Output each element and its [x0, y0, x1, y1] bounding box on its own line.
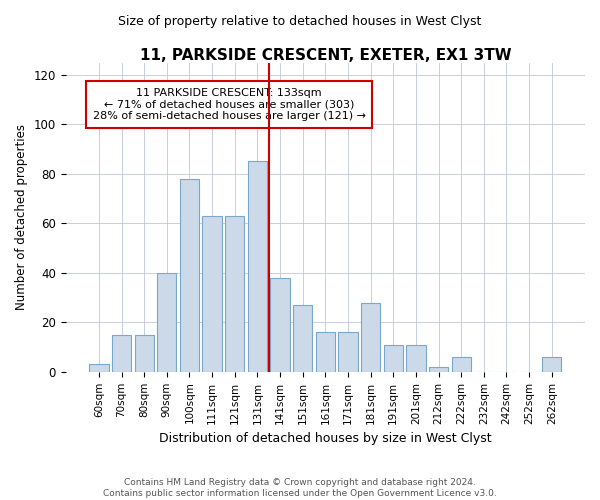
Bar	[293, 305, 313, 372]
Bar	[429, 367, 448, 372]
Bar	[157, 273, 176, 372]
Bar	[338, 332, 358, 372]
Bar	[452, 357, 471, 372]
X-axis label: Distribution of detached houses by size in West Clyst: Distribution of detached houses by size …	[159, 432, 491, 445]
Bar	[180, 179, 199, 372]
Bar	[361, 302, 380, 372]
Bar	[248, 162, 267, 372]
Text: 11 PARKSIDE CRESCENT: 133sqm
← 71% of detached houses are smaller (303)
28% of s: 11 PARKSIDE CRESCENT: 133sqm ← 71% of de…	[93, 88, 366, 121]
Text: Size of property relative to detached houses in West Clyst: Size of property relative to detached ho…	[118, 14, 482, 28]
Bar	[202, 216, 222, 372]
Bar	[89, 364, 109, 372]
Text: Contains HM Land Registry data © Crown copyright and database right 2024.
Contai: Contains HM Land Registry data © Crown c…	[103, 478, 497, 498]
Bar	[542, 357, 562, 372]
Bar	[406, 344, 425, 372]
Bar	[134, 334, 154, 372]
Bar	[225, 216, 244, 372]
Bar	[383, 344, 403, 372]
Title: 11, PARKSIDE CRESCENT, EXETER, EX1 3TW: 11, PARKSIDE CRESCENT, EXETER, EX1 3TW	[140, 48, 511, 62]
Bar	[112, 334, 131, 372]
Bar	[271, 278, 290, 372]
Bar	[316, 332, 335, 372]
Y-axis label: Number of detached properties: Number of detached properties	[15, 124, 28, 310]
